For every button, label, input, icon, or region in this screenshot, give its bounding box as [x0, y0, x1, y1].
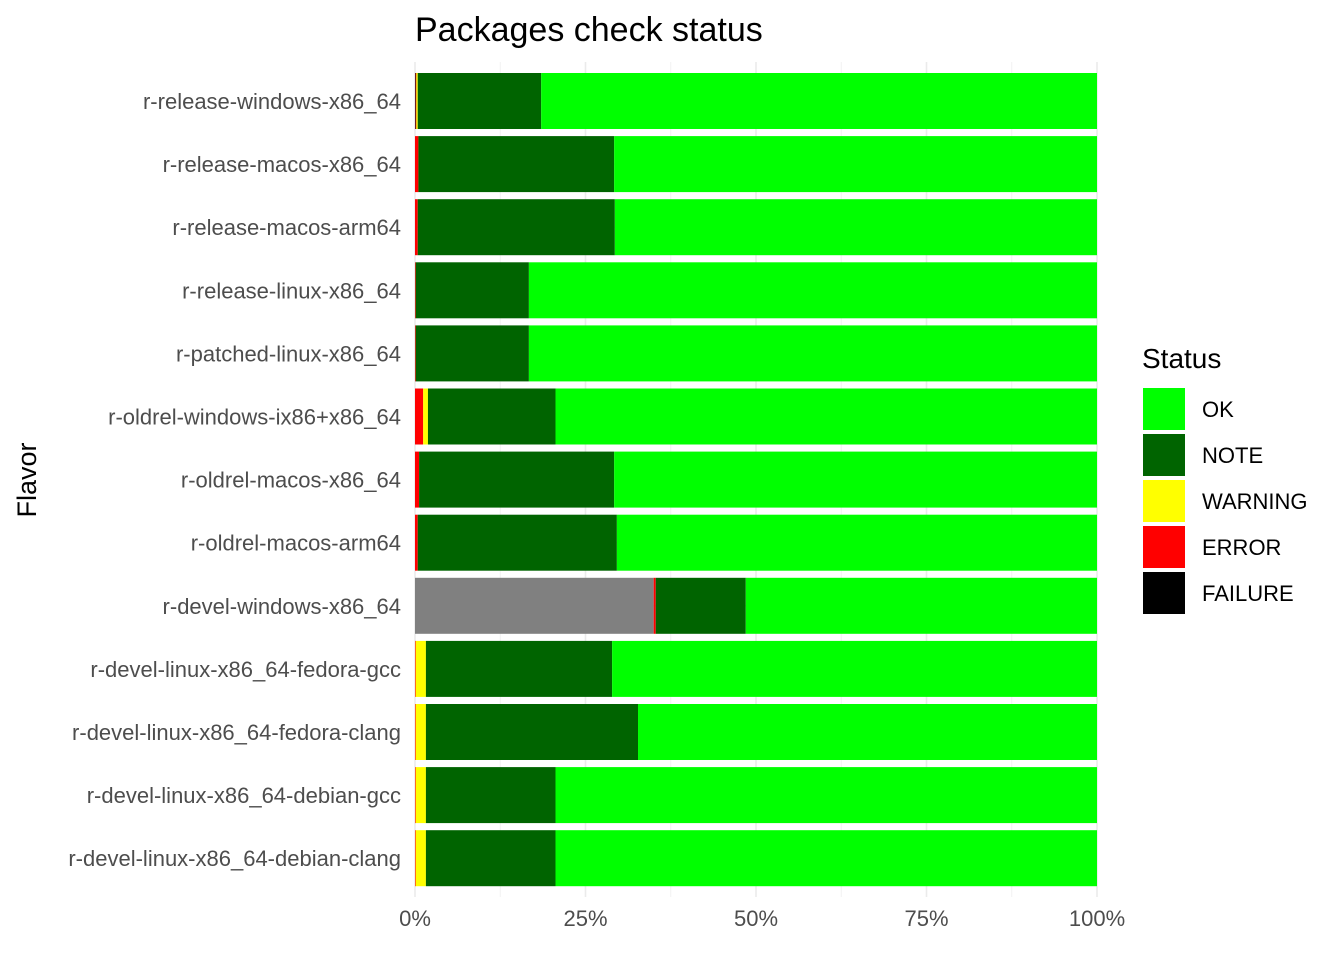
- bar-segment-ok: [528, 325, 1097, 382]
- bar-segment-ok: [638, 704, 1097, 760]
- bar-segment-error: [415, 704, 416, 760]
- bar-segment-warning: [415, 704, 426, 760]
- bar-segment-warning: [415, 767, 426, 824]
- bar-segment-note: [417, 514, 617, 571]
- y-axis-ticks: r-release-windows-x86_64 r-release-macos-…: [68, 89, 401, 871]
- bar-segment-error: [415, 136, 419, 193]
- y-tick-label: r-devel-windows-x86_64: [163, 594, 401, 619]
- bar-segment-ok: [745, 577, 1097, 634]
- x-tick-label: 75%: [904, 906, 948, 931]
- y-tick-label: r-devel-linux-x86_64-debian-clang: [68, 846, 401, 871]
- bar-segment-unknown: [415, 577, 654, 634]
- legend-swatch-note: [1143, 434, 1185, 476]
- chart-title: Packages check status: [415, 11, 763, 49]
- x-tick-label: 100%: [1069, 906, 1125, 931]
- bar-segment-note: [655, 577, 746, 634]
- y-tick-label: r-release-windows-x86_64: [143, 89, 401, 114]
- bar-segment-warning: [415, 830, 426, 887]
- bar-segment-error: [415, 73, 417, 129]
- bar-segment-ok: [555, 767, 1097, 824]
- bar-segment-error: [415, 767, 416, 824]
- bar-segment-note: [425, 830, 556, 887]
- bar-segment-note: [425, 767, 556, 824]
- x-tick-label: 50%: [734, 906, 778, 931]
- y-tick-label: r-oldrel-macos-x86_64: [181, 468, 401, 493]
- legend-label-note: NOTE: [1202, 443, 1263, 468]
- y-axis-label: Flavor: [12, 442, 42, 517]
- legend-swatch-warning: [1143, 480, 1185, 522]
- y-tick-label: r-release-macos-x86_64: [163, 152, 401, 177]
- y-tick-label: r-devel-linux-x86_64-debian-gcc: [87, 783, 401, 808]
- bar-segment-error: [415, 325, 416, 382]
- bar-segment-ok: [616, 514, 1097, 571]
- bar-segment-note: [419, 451, 615, 508]
- bar-segment-note: [417, 199, 615, 256]
- bar-segment-error: [415, 640, 416, 697]
- bar-segment-ok: [555, 830, 1097, 887]
- y-tick-label: r-oldrel-windows-ix86+x86_64: [108, 405, 401, 430]
- y-tick-label: r-devel-linux-x86_64-fedora-clang: [72, 720, 401, 745]
- bar-segment-error: [415, 199, 418, 256]
- legend-label-failure: FAILURE: [1202, 581, 1294, 606]
- legend: Status OK NOTE WARNING ERROR FAILURE: [1142, 343, 1308, 614]
- bars: [415, 73, 1097, 887]
- legend-items: OK NOTE WARNING ERROR FAILURE: [1143, 388, 1308, 614]
- bar-segment-warning: [423, 388, 428, 445]
- legend-swatch-failure: [1143, 572, 1185, 614]
- legend-label-error: ERROR: [1202, 535, 1281, 560]
- y-tick-label: r-devel-linux-x86_64-fedora-gcc: [90, 657, 401, 682]
- bar-segment-note: [418, 136, 615, 193]
- bar-segment-failure: [415, 73, 416, 129]
- bar-segment-warning: [416, 73, 418, 129]
- legend-label-ok: OK: [1202, 397, 1234, 422]
- bar-segment-note: [415, 262, 529, 319]
- legend-swatch-error: [1143, 526, 1185, 568]
- x-tick-label: 0%: [399, 906, 431, 931]
- bar-segment-note: [425, 704, 639, 760]
- bar-segment-warning: [415, 640, 426, 697]
- bar-segment-ok: [612, 640, 1097, 697]
- bar-segment-error: [415, 514, 418, 571]
- legend-swatch-ok: [1143, 388, 1185, 430]
- bar-segment-ok: [614, 199, 1097, 256]
- x-tick-label: 25%: [563, 906, 607, 931]
- legend-label-warning: WARNING: [1202, 489, 1308, 514]
- bar-segment-ok: [614, 136, 1097, 193]
- x-axis-ticks: 0% 25% 50% 75% 100%: [399, 906, 1125, 931]
- bar-segment-ok: [555, 388, 1097, 445]
- bar-segment-ok: [528, 262, 1097, 319]
- bar-segment-error: [653, 577, 656, 634]
- y-tick-label: r-patched-linux-x86_64: [176, 341, 401, 366]
- bar-segment-error: [415, 262, 416, 319]
- bar-segment-note: [425, 640, 613, 697]
- y-tick-label: r-release-macos-arm64: [172, 215, 401, 240]
- bar-segment-ok: [614, 451, 1097, 508]
- y-tick-label: r-oldrel-macos-arm64: [191, 531, 401, 556]
- y-tick-label: r-release-linux-x86_64: [182, 278, 401, 303]
- bar-segment-error: [415, 451, 420, 508]
- bar-segment-error: [415, 830, 416, 887]
- legend-title: Status: [1142, 343, 1221, 374]
- bar-segment-note: [415, 325, 529, 382]
- bar-segment-error: [415, 388, 424, 445]
- bar-segment-note: [427, 388, 556, 445]
- bar-segment-note: [417, 73, 542, 129]
- bar-segment-ok: [541, 73, 1097, 129]
